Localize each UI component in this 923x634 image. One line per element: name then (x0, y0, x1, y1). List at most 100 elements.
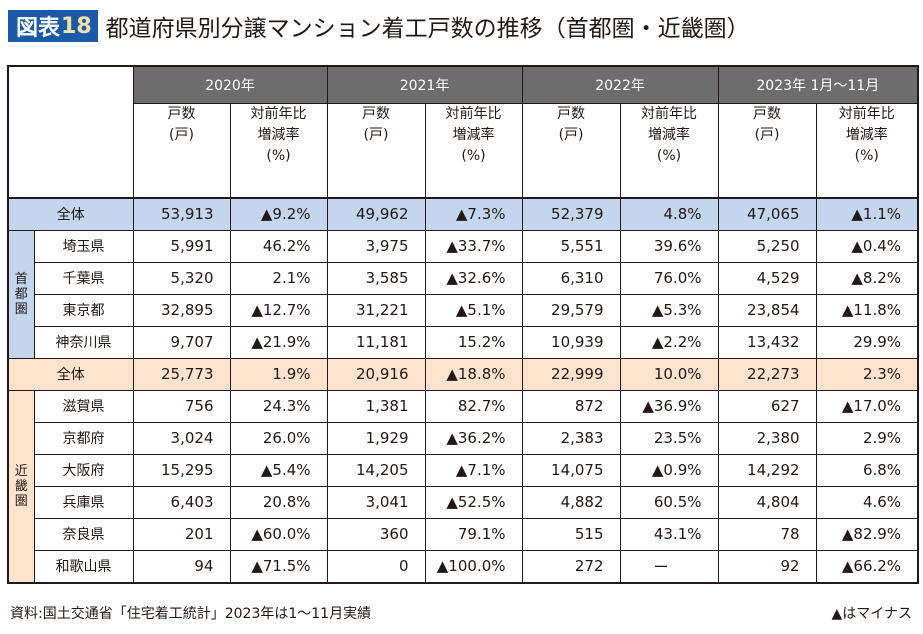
yoy-rate-cell: 79.1% (424, 517, 523, 551)
row-name: 奈良県 (33, 517, 134, 551)
yoy-rate-cell: ▲0.9% (619, 453, 719, 487)
unit-count-cell: 9,707 (132, 325, 231, 359)
unit-count-cell: 5,551 (521, 229, 621, 263)
unit-count-cell: 756 (132, 389, 231, 423)
unit-count-cell: 3,024 (132, 421, 231, 455)
unit-count-cell: 15,295 (132, 453, 231, 487)
area-header: 地域名 (7, 65, 134, 199)
yoy-rate-cell: 43.1% (619, 517, 719, 551)
table-row: 近畿圏 滋賀県 756 24.3% 1,381 82.7% 872 ▲36.9% 627 ▲17.… (7, 389, 919, 583)
yoy-rate-cell: ▲7.1% (424, 453, 523, 487)
yoy-rate-cell: ▲33.7% (424, 229, 523, 263)
unit-count-cell: 14,292 (717, 453, 817, 487)
unit-count-cell: 201 (132, 517, 231, 551)
yoy-rate-cell: 2.1% (229, 261, 328, 295)
unit-count-cell: 5,320 (132, 261, 231, 295)
unit-count-cell: 515 (521, 517, 621, 551)
rate-header-line: (%) (656, 148, 682, 164)
row-name: 神奈川県 (33, 325, 134, 359)
unit-count-cell: 20,916 (326, 357, 426, 391)
yoy-rate-cell: ▲1.1% (815, 197, 919, 231)
figure-title-row: 図表 18 都道府県別分譲マンション着工戸数の推移（首都圏・近畿圏） (8, 9, 750, 43)
row-name: 千葉県 (33, 261, 134, 295)
yoy-rate-cell: 76.0% (619, 261, 719, 295)
region-label: 首都圏 (7, 229, 35, 359)
table-row: 神奈川県 9,707 ▲21.9% 11,181 15.2% 10,939 ▲2.2% 13,… (8, 325, 919, 359)
unit-count-cell: 1,381 (326, 389, 426, 423)
yoy-rate-cell: 23.5% (619, 421, 719, 455)
figure-badge-prefix: 図表 (16, 16, 61, 41)
row-name: 兵庫県 (33, 485, 134, 519)
year-header: 2020年 (132, 65, 328, 104)
table-row: 奈良県 201 ▲60.0% 360 79.1% 515 43.1% 78 ▲82.9% (8, 517, 919, 551)
unit-count-cell: 22,999 (521, 357, 621, 391)
unit-count-cell: 3,585 (326, 261, 426, 295)
figure-badge-number: 18 (61, 13, 92, 39)
table-row: 東京都 32,895 ▲12.7% 31,221 ▲5.1% 29,579 ▲5.3% 23,… (8, 293, 919, 327)
count-header-line: 戸数 (167, 106, 196, 122)
yoy-rate-cell: ▲17.0% (815, 389, 919, 423)
year-header: 2023年 1月〜11月 (717, 65, 919, 104)
unit-count-cell: 2,380 (717, 421, 817, 455)
yoy-rate-cell: 2.3% (815, 357, 919, 391)
count-header-line: 戸数 (362, 106, 391, 122)
unit-count-cell: 10,939 (521, 325, 621, 359)
rate-header-line: (%) (266, 148, 291, 164)
yoy-rate-cell: ▲36.2% (424, 421, 523, 455)
region-label-text: 近畿圏 (14, 463, 28, 509)
yoy-rate-cell: 1.9% (229, 357, 328, 391)
rate-header: 対前年比 増減率 (%) (229, 103, 328, 199)
unit-count-cell: 4,804 (717, 485, 817, 519)
yoy-rate-cell: 60.5% (619, 485, 719, 519)
yoy-rate-cell: 29.9% (815, 325, 919, 359)
unit-count-cell: 49,962 (326, 197, 426, 231)
yoy-rate-cell: ▲12.7% (229, 293, 328, 327)
unit-count-cell: 3,975 (326, 229, 426, 263)
unit-count-cell: 627 (717, 389, 817, 423)
yoy-rate-cell: ▲9.2% (229, 197, 328, 231)
sub-header-row: 戸数 (戸) 対前年比 増減率 (%) 戸数 (戸) 対前年比 増減率 (%) 戸数 (戸) 対前年比増… (8, 103, 919, 199)
table-row: 京都府 3,024 26.0% 1,929 ▲36.2% 2,383 23.5% 2,380 2… (8, 421, 919, 455)
unit-count-cell: 360 (326, 517, 426, 551)
count-header-line: (戸) (169, 127, 194, 143)
year-header: 2022年 (521, 65, 719, 104)
housing-starts-table: 地域名 2020年 2021年 2022年 2023年 1月〜11月 戸数 (戸)… (7, 65, 920, 584)
yoy-rate-cell: ▲7.3% (424, 197, 523, 231)
row-name: 大阪府 (33, 453, 134, 487)
row-name: 東京都 (33, 293, 134, 327)
yoy-rate-cell: ▲32.6% (424, 261, 523, 295)
yoy-rate-cell: ▲60.0% (229, 517, 328, 551)
unit-count-cell: 4,882 (521, 485, 621, 519)
yoy-rate-cell: ▲5.4% (229, 453, 328, 487)
yoy-rate-cell: ▲66.2% (815, 549, 919, 583)
unit-count-cell: 29,579 (521, 293, 621, 327)
rate-header-line: 対前年比 (838, 106, 895, 122)
unit-count-cell: 23,854 (717, 293, 817, 327)
unit-count-cell: 25,773 (132, 357, 231, 391)
yoy-rate-cell: ▲5.3% (619, 293, 719, 327)
unit-count-cell: 6,403 (132, 485, 231, 519)
source-note: 資料:国土交通省「住宅着工統計」2023年は1〜11月実績 (10, 606, 372, 622)
row-name: 和歌山県 (33, 549, 134, 583)
table-row: 首都圏 埼玉県 5,991 46.2% 3,975 ▲33.7% 5,551 39.6% 5,2… (7, 229, 919, 359)
table-row: 千葉県 5,320 2.1% 3,585 ▲32.6% 6,310 76.0% 4,529 ▲8… (8, 261, 919, 295)
rate-header: 対前年比 増減率 (%) (619, 103, 719, 199)
year-header: 2021年 (326, 65, 523, 104)
yoy-rate-cell: ▲8.2% (815, 261, 919, 295)
unit-count-cell: 47,065 (717, 197, 817, 231)
yoy-rate-cell: 24.3% (229, 389, 328, 423)
yoy-rate-cell: 15.2% (424, 325, 523, 359)
count-header: 戸数 (戸) (521, 103, 621, 199)
figure-badge: 図表 18 (8, 10, 98, 42)
unit-count-cell: 6,310 (521, 261, 621, 295)
unit-count-cell: 3,041 (326, 485, 426, 519)
yoy-rate-cell: ▲71.5% (229, 549, 328, 583)
unit-count-cell: 1,929 (326, 421, 426, 455)
rate-header-line: (%) (461, 148, 486, 164)
year-header-row: 地域名 2020年 2021年 2022年 2023年 1月〜11月 (7, 65, 919, 199)
row-name: 全体 (8, 357, 134, 391)
region-total-row: 全体 53,913 ▲9.2% 49,962 ▲7.3% 52,379 4.8% 47,065… (8, 197, 919, 231)
count-header-line: 戸数 (557, 106, 586, 122)
yoy-rate-cell: ▲2.2% (619, 325, 719, 359)
figure-title: 都道府県別分譲マンション着工戸数の推移（首都圏・近畿圏） (105, 16, 750, 42)
